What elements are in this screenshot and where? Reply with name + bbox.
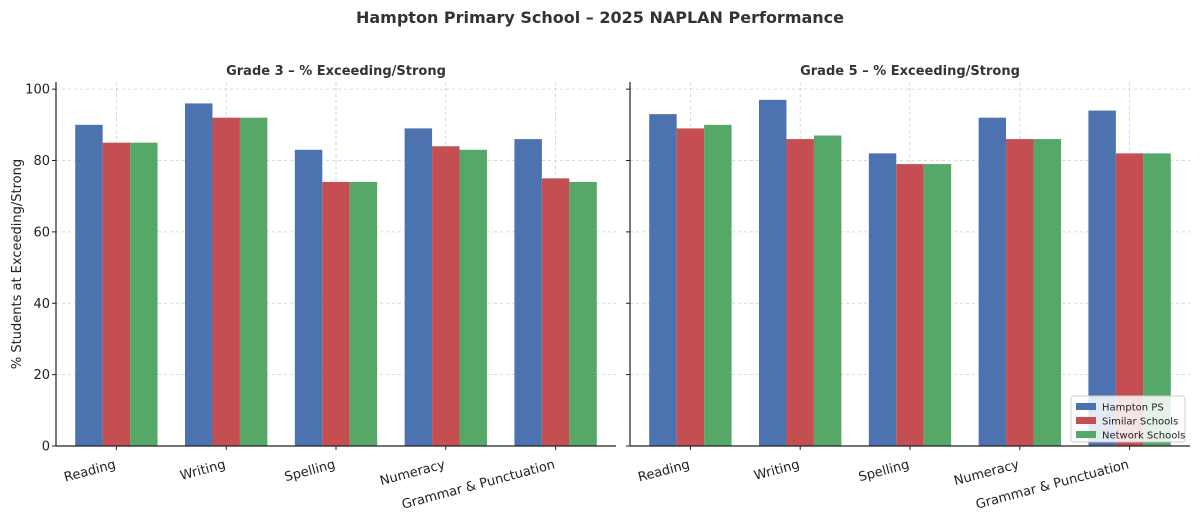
bar	[759, 99, 787, 446]
legend-swatch	[1076, 403, 1096, 410]
panel-1: Grade 3 – % Exceeding/Strong 0 20 40 60 80 100…	[10, 64, 616, 513]
bar	[868, 153, 897, 446]
bar	[1006, 139, 1034, 447]
bar	[676, 128, 705, 446]
bar	[102, 142, 131, 446]
x-tick-label: Reading	[637, 457, 692, 485]
y-tick-label: 40	[33, 297, 50, 312]
panel-title: Grade 5 – % Exceeding/Strong	[800, 64, 1020, 79]
x-tick-label: Reading	[63, 457, 118, 485]
legend: Hampton PS Similar Schools Network Schools	[1070, 395, 1186, 443]
bar	[813, 135, 842, 446]
bar	[404, 128, 433, 446]
x-tick-label: Writing	[752, 457, 801, 484]
bar	[541, 178, 570, 446]
legend-label: Network Schools	[1102, 431, 1185, 442]
y-tick-label: 60	[33, 225, 50, 240]
legend-swatch	[1076, 431, 1096, 438]
legend-box	[1070, 395, 1186, 443]
panel-title: Grade 3 – % Exceeding/Strong	[226, 64, 446, 79]
bar	[239, 117, 268, 446]
bar	[786, 139, 814, 447]
y-tick-label: 20	[33, 368, 50, 383]
bar	[130, 142, 158, 446]
y-tick-label: 80	[33, 154, 50, 169]
bar	[212, 117, 240, 446]
bar	[978, 117, 1007, 446]
x-tick-label: Spelling	[857, 457, 911, 485]
bar	[294, 149, 323, 446]
bar	[569, 181, 597, 446]
bar	[1033, 139, 1061, 447]
bar	[1088, 110, 1116, 447]
bar	[704, 124, 732, 446]
bar	[649, 114, 677, 446]
y-tick-label: 100	[25, 83, 50, 98]
bar	[896, 164, 924, 446]
legend-label: Hampton PS	[1102, 403, 1164, 414]
x-tick-label: Numeracy	[952, 457, 1021, 489]
x-tick-label: Writing	[178, 457, 227, 484]
bar	[349, 181, 378, 446]
y-tick-label: 0	[42, 440, 50, 455]
panel-2: Grade 5 – % Exceeding/Strong Reading Writi…	[626, 64, 1190, 513]
bar	[923, 164, 952, 446]
legend-label: Similar Schools	[1102, 417, 1178, 428]
legend-swatch	[1076, 417, 1096, 424]
bar	[75, 124, 103, 446]
x-tick-label: Numeracy	[378, 457, 447, 489]
x-tick-label: Spelling	[283, 457, 337, 485]
bar	[459, 149, 487, 446]
bar	[322, 181, 350, 446]
bar	[432, 146, 460, 446]
y-axis-label: % Students at Exceeding/Strong	[10, 159, 25, 369]
bar	[185, 103, 213, 446]
bar	[514, 139, 542, 447]
chart-title: Hampton Primary School – 2025 NAPLAN Per…	[356, 8, 844, 27]
